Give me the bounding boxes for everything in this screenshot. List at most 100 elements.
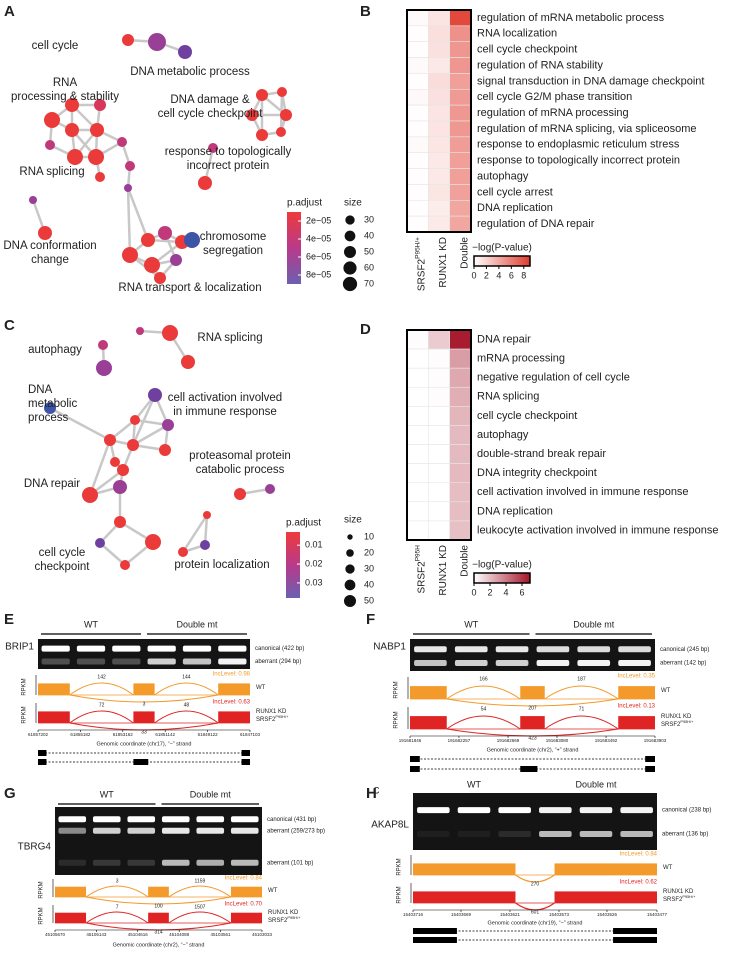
track-ylabel: RPKM (394, 681, 400, 698)
gel-band (196, 859, 225, 866)
column-label: SRSF2P95H/+ (415, 237, 427, 291)
size-label: 30 (364, 214, 374, 224)
heatmap-cell (406, 463, 429, 484)
row-label: negative regulation of cell cycle (477, 372, 630, 384)
node (256, 129, 268, 141)
track-name: SRSF2P95H/+ (256, 714, 289, 723)
node-label: in immune response (173, 406, 277, 418)
node (203, 511, 211, 519)
colorbar-label: 2e−05 (306, 215, 331, 225)
heatmap-cell (428, 168, 450, 185)
edge (131, 394, 157, 446)
panel-letter: H (366, 785, 377, 802)
node-label: segregation (203, 245, 263, 257)
track-name-main: SRSF2 (663, 897, 683, 903)
coverage (410, 716, 447, 729)
column-label: SRSF2P95H (415, 545, 427, 594)
gel-band (127, 816, 156, 823)
heatmap-cell (406, 425, 429, 445)
size-label: 50 (364, 246, 374, 256)
column-label-main: RUNX1 KD (438, 545, 449, 596)
node (256, 89, 268, 101)
track-name-main: SRSF2 (268, 918, 288, 924)
panel-letter: F (366, 611, 375, 628)
node (148, 33, 166, 51)
heatmap-cell (449, 136, 472, 154)
colorbar-label: 8e−05 (306, 269, 331, 279)
gel-band (92, 816, 121, 823)
row-label: response to endoplasmic reticulum stress (477, 139, 680, 151)
gene-model-exon (645, 766, 655, 772)
junction-arc (85, 911, 149, 924)
size-key (345, 564, 355, 574)
track-name: RUNX1 KD (268, 910, 299, 916)
heatmap-cell (406, 136, 429, 154)
colorbar (286, 532, 300, 598)
junction-arc (69, 682, 134, 696)
gel-band (454, 660, 488, 666)
size-label: 40 (364, 579, 374, 589)
colorbar-label: 4 (496, 270, 501, 280)
legend-title: size (344, 198, 362, 209)
inc-level: IncLevel: 0.13 (618, 704, 656, 710)
gel-band (76, 645, 106, 652)
x-axis-label: Genomic coordinate (chr17), “−” strand (97, 741, 192, 747)
gel-band (161, 859, 190, 866)
junction-count: 144 (182, 674, 191, 680)
row-label: DNA replication (477, 202, 553, 214)
node-label: RNA transport & localization (118, 282, 261, 294)
size-label: 10 (364, 531, 374, 541)
track-name: WT (661, 688, 671, 694)
node-label: DNA damage & (170, 94, 250, 106)
coverage (413, 863, 516, 875)
heatmap-cell (406, 41, 429, 58)
heatmap-cell (428, 444, 450, 464)
heatmap-cell (428, 348, 450, 369)
node (82, 487, 98, 503)
size-key (347, 534, 353, 540)
inc-level: IncLevel: 0.98 (213, 672, 251, 678)
x-tick-label: 15403669 (451, 912, 472, 917)
gel-band (414, 660, 447, 666)
heatmap-cell (406, 520, 429, 541)
node (178, 547, 188, 557)
junction-arc (85, 896, 232, 905)
heatmap-cell (449, 520, 472, 541)
row-label: regulation of DNA repair (477, 218, 595, 230)
node (45, 140, 55, 150)
heatmap-cell (428, 199, 450, 217)
junction-count: 3 (143, 701, 146, 707)
heatmap-cell (406, 120, 429, 138)
node (125, 161, 135, 171)
track-ylabel: RPKM (39, 907, 45, 924)
track-name-main: WT (661, 688, 671, 694)
size-key (343, 594, 357, 608)
node-label: process (28, 412, 69, 424)
junction-arc (446, 715, 521, 730)
track-name: SRSF2P95H/+ (661, 719, 694, 728)
group-label: WT (464, 619, 478, 629)
node (184, 232, 200, 248)
node (276, 127, 286, 137)
junction-count: 142 (97, 674, 106, 680)
colorbar (287, 212, 301, 284)
panel: TBRG4 WT Double mt canonical (431 bp) aberra… (18, 789, 325, 948)
heatmap-cell (406, 25, 429, 43)
edge (99, 542, 126, 566)
track-ylabel: RPKM (22, 678, 28, 695)
junction-count: 423 (528, 735, 537, 741)
column-label: RUNX1 KD (438, 545, 449, 596)
gel-band (127, 859, 156, 866)
gel-band (536, 660, 570, 666)
junction-count: 314 (154, 929, 163, 935)
node-label: RNA (53, 77, 78, 89)
heatmap-cell (406, 9, 429, 27)
track-name-sup: P95H/+ (275, 714, 289, 719)
node (208, 143, 218, 153)
band-label: canonical (238 bp) (662, 808, 711, 814)
junction-count: 7 (116, 904, 119, 910)
node (67, 149, 83, 165)
node (162, 419, 174, 431)
x-tick-label: 61851142 (155, 732, 175, 737)
size-label: 40 (364, 230, 374, 240)
